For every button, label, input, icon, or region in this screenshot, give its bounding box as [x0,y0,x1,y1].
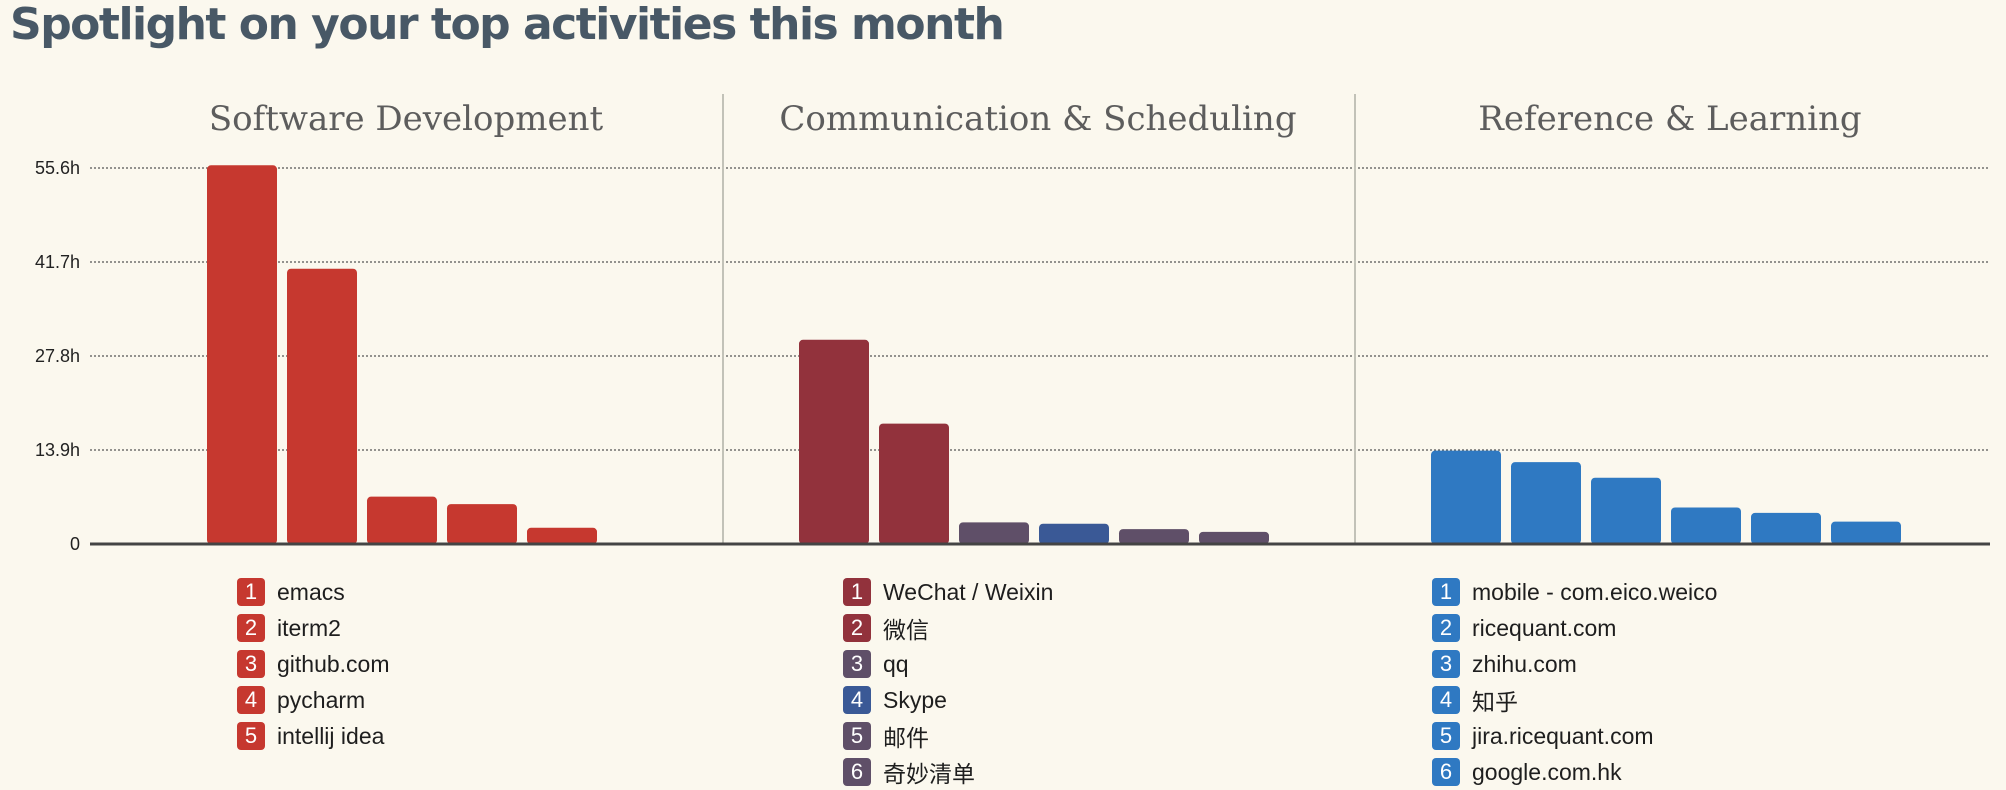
legend-communication-scheduling: 1 WeChat / Weixin 2 微信 3 qq 4 Skype 5 邮件 6 奇妙清单 [843,574,1053,790]
legend-item: 4 pycharm [237,682,390,718]
legend-item: 6 奇妙清单 [843,754,1053,790]
rank-badge: 3 [1432,650,1460,678]
rank-badge: 4 [843,686,871,714]
page-title: Spotlight on your top activities this mo… [10,0,1005,50]
panel-title: Reference & Learning [1478,99,1861,139]
bar [367,496,437,544]
y-tick-label: 41.7h [35,252,80,272]
legend-label: Skype [883,686,947,713]
legend-item: 2 ricequant.com [1432,610,1717,646]
legend-label: jira.ricequant.com [1472,722,1654,749]
legend-item: 6 google.com.hk [1432,754,1717,790]
legend-label: qq [883,650,909,677]
legend-label: 知乎 [1472,689,1518,715]
rank-badge: 4 [237,686,265,714]
y-tick-label: 55.6h [35,158,80,178]
y-tick-label: 13.9h [35,440,80,460]
legend-label: WeChat / Weixin [883,578,1054,605]
rank-badge: 1 [237,578,265,606]
rank-badge: 4 [1432,686,1460,714]
legend-label: intellij idea [277,722,385,749]
legend-item: 4 知乎 [1432,682,1717,718]
panel-title: Communication & Scheduling [779,99,1296,139]
bar [1511,462,1581,544]
legend-label: iterm2 [277,614,341,641]
rank-badge: 3 [237,650,265,678]
legend-item: 2 微信 [843,610,1053,646]
rank-badge: 6 [1432,758,1460,786]
rank-badge: 2 [237,614,265,642]
bar [879,423,949,544]
bar [959,522,1029,544]
legend-label: mobile - com.eico.weico [1472,578,1718,605]
bar [1671,507,1741,544]
legend-item: 4 Skype [843,682,1053,718]
legend-item: 1 mobile - com.eico.weico [1432,574,1717,610]
legend-label: 奇妙清单 [883,761,975,787]
legend-item: 2 iterm2 [237,610,390,646]
bar [207,165,277,544]
bar [1751,512,1821,544]
legend-item: 1 WeChat / Weixin [843,574,1053,610]
legend-label: zhihu.com [1472,650,1577,677]
bar [799,339,869,544]
legend-label: github.com [277,650,390,677]
bar [527,527,597,544]
legend-item: 3 zhihu.com [1432,646,1717,682]
bar [1831,521,1901,544]
y-tick-label: 0 [70,534,80,554]
rank-badge: 1 [1432,578,1460,606]
legend-label: emacs [277,578,345,605]
bar [1431,450,1501,544]
legend-item: 5 intellij idea [237,718,390,754]
panel-title: Software Development [209,99,604,139]
legend-label: 邮件 [883,725,929,751]
bar [1199,531,1269,544]
legend-software-development: 1 emacs 2 iterm2 3 github.com 4 pycharm 5 intelli… [237,574,390,754]
bar [1119,529,1189,544]
rank-badge: 5 [1432,722,1460,750]
legend-item: 3 github.com [237,646,390,682]
bar [1039,523,1109,544]
rank-badge: 3 [843,650,871,678]
legend-label: ricequant.com [1472,614,1617,641]
rank-badge: 2 [1432,614,1460,642]
legend-label: google.com.hk [1472,758,1622,785]
legend-label: pycharm [277,686,366,713]
legend-item: 1 emacs [237,574,390,610]
rank-badge: 6 [843,758,871,786]
rank-badge: 1 [843,578,871,606]
rank-badge: 2 [843,614,871,642]
legend-item: 5 jira.ricequant.com [1432,718,1717,754]
y-tick-label: 27.8h [35,346,80,366]
rank-badge: 5 [843,722,871,750]
legend-item: 3 qq [843,646,1053,682]
bar [447,504,517,544]
bar [1591,477,1661,544]
bar [287,268,357,544]
legend-item: 5 邮件 [843,718,1053,754]
legend-label: 微信 [883,617,929,643]
legend-reference-learning: 1 mobile - com.eico.weico 2 ricequant.com 3 z… [1432,574,1717,790]
rank-badge: 5 [237,722,265,750]
